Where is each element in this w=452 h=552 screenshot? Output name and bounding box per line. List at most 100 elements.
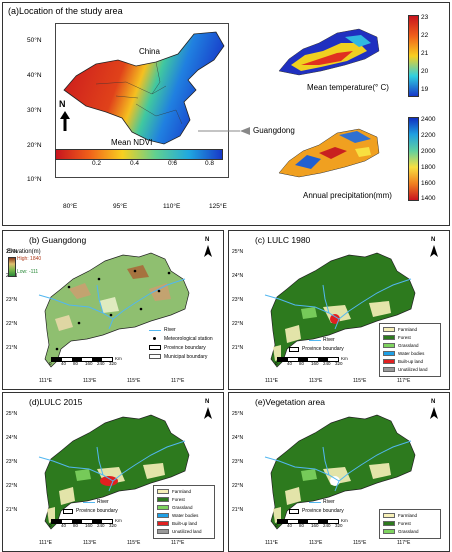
- ndvi-tick: 0.6: [168, 160, 178, 167]
- north-label: N: [205, 237, 210, 243]
- legend-symbol: [149, 354, 161, 359]
- lon-tick: 113°E: [309, 540, 323, 546]
- north-arrow-icon: [204, 245, 212, 257]
- panel-d-title: (d)LULC 2015: [29, 397, 83, 407]
- panel-c-map: [264, 252, 416, 368]
- class-legend-box: Farmland Forest Grassland Water bodies Built…: [379, 323, 441, 377]
- class-swatch: [383, 367, 395, 372]
- elevation-colorbar: [8, 257, 16, 277]
- precipitation-tick: 2400: [421, 116, 436, 123]
- precipitation-tick: 1800: [421, 164, 436, 171]
- elevation-high: High: 1840: [17, 256, 42, 262]
- station-point: [97, 277, 101, 281]
- class-legend-box: Farmland Forest Grassland Water bodies Built…: [153, 485, 215, 539]
- scalebar-tick: 320: [335, 523, 343, 528]
- precipitation-map: [278, 128, 380, 178]
- temperature-tick: 21: [421, 50, 429, 57]
- scalebar-tick: 40: [287, 361, 293, 366]
- river-legend-line: [83, 502, 95, 503]
- class-label: Farmland: [172, 489, 192, 494]
- scalebar-tick: 40: [61, 523, 67, 528]
- elevation-low: Low: -111: [17, 269, 39, 275]
- class-label: Water bodies: [172, 513, 199, 518]
- land-patch: [301, 469, 317, 481]
- temperature-colorbar: [408, 15, 419, 97]
- river-legend-label: River: [323, 337, 335, 343]
- china-north-label: N: [59, 99, 66, 109]
- north-label: N: [205, 399, 210, 405]
- class-swatch: [157, 489, 169, 494]
- boundary-legend-box: [289, 509, 299, 514]
- lat-tick: 24°N: [232, 435, 244, 441]
- guangdong-connector: [198, 127, 250, 135]
- lat-tick: 30°N: [27, 107, 42, 114]
- china-label: China: [139, 47, 160, 56]
- river-lines: [38, 440, 186, 492]
- class-label: Unutilized land: [398, 367, 428, 372]
- panel-c: (c) LULC 1980 25°N 24°N 23°N 22°N 21°N 111°E 11…: [228, 230, 450, 390]
- class-label: Grassland: [398, 529, 419, 534]
- temperature-caption: Mean temperature(° C): [307, 83, 389, 92]
- legend-symbol: [149, 330, 161, 331]
- lat-tick: 22°N: [6, 321, 18, 327]
- scalebar-tick: 320: [335, 361, 343, 366]
- lat-tick: 22°N: [6, 483, 18, 489]
- class-swatch: [383, 529, 395, 534]
- temperature-tick: 22: [421, 32, 429, 39]
- lon-tick: 115°E: [127, 540, 141, 546]
- scalebar-tick: 0: [49, 523, 52, 528]
- lon-tick: 111°E: [39, 540, 52, 546]
- lon-tick: 111°E: [265, 540, 278, 546]
- lat-tick: 40°N: [27, 72, 42, 79]
- class-swatch: [383, 343, 395, 348]
- land-patch: [285, 325, 301, 343]
- lat-tick: 24°N: [232, 273, 244, 279]
- lat-tick: 23°N: [6, 459, 18, 465]
- land-patch: [127, 265, 149, 279]
- temperature-map: [278, 28, 380, 76]
- river-legend-label: River: [97, 499, 109, 505]
- boundary-legend-box: [63, 509, 73, 514]
- north-label: N: [431, 237, 436, 243]
- scalebar-tick: 40: [287, 523, 293, 528]
- lat-tick: 22°N: [232, 321, 244, 327]
- class-label: Grassland: [398, 343, 419, 348]
- scalebar-unit: Km: [115, 356, 122, 361]
- panel-b-map: [38, 252, 190, 368]
- boundary-legend-label: Province boundary: [302, 508, 344, 514]
- temperature-tick: 20: [421, 68, 429, 75]
- class-label: Built-up land: [398, 359, 424, 364]
- lat-tick: 20°N: [27, 142, 42, 149]
- lon-tick: 111°E: [39, 378, 52, 384]
- river-lines: [264, 278, 412, 330]
- scalebar-tick: 320: [109, 523, 117, 528]
- ndvi-ticks: 0.2 0.4 0.6 0.8: [55, 160, 221, 168]
- station-point: [77, 321, 81, 325]
- class-label: Water bodies: [398, 351, 425, 356]
- class-label: Unutilized land: [172, 529, 202, 534]
- scalebar-tick: 240: [323, 361, 331, 366]
- scalebar-tick: 160: [85, 523, 93, 528]
- scale-bar: [51, 519, 113, 524]
- class-swatch: [383, 335, 395, 340]
- lon-tick: 111°E: [265, 378, 278, 384]
- land-patch: [99, 297, 119, 313]
- boundary-legend-label: Province boundary: [76, 508, 118, 514]
- lat-tick: 50°N: [27, 37, 42, 44]
- scalebar-tick: 80: [73, 523, 79, 528]
- land-patch: [323, 467, 351, 485]
- land-patch: [69, 283, 91, 299]
- precipitation-tick: 2200: [421, 132, 436, 139]
- lat-tick: 21°N: [6, 507, 18, 513]
- lat-tick: 22°N: [232, 483, 244, 489]
- lat-tick: 21°N: [6, 345, 18, 351]
- scale-bar: [277, 519, 339, 524]
- class-swatch: [157, 513, 169, 518]
- scalebar-tick: 240: [97, 523, 105, 528]
- scalebar-tick: 80: [299, 361, 305, 366]
- station-point: [67, 285, 71, 289]
- station-point: [133, 269, 137, 273]
- precipitation-caption: Annual precipitation(mm): [303, 191, 392, 200]
- lon-tick: 125°E: [209, 203, 227, 210]
- station-point: [157, 289, 161, 293]
